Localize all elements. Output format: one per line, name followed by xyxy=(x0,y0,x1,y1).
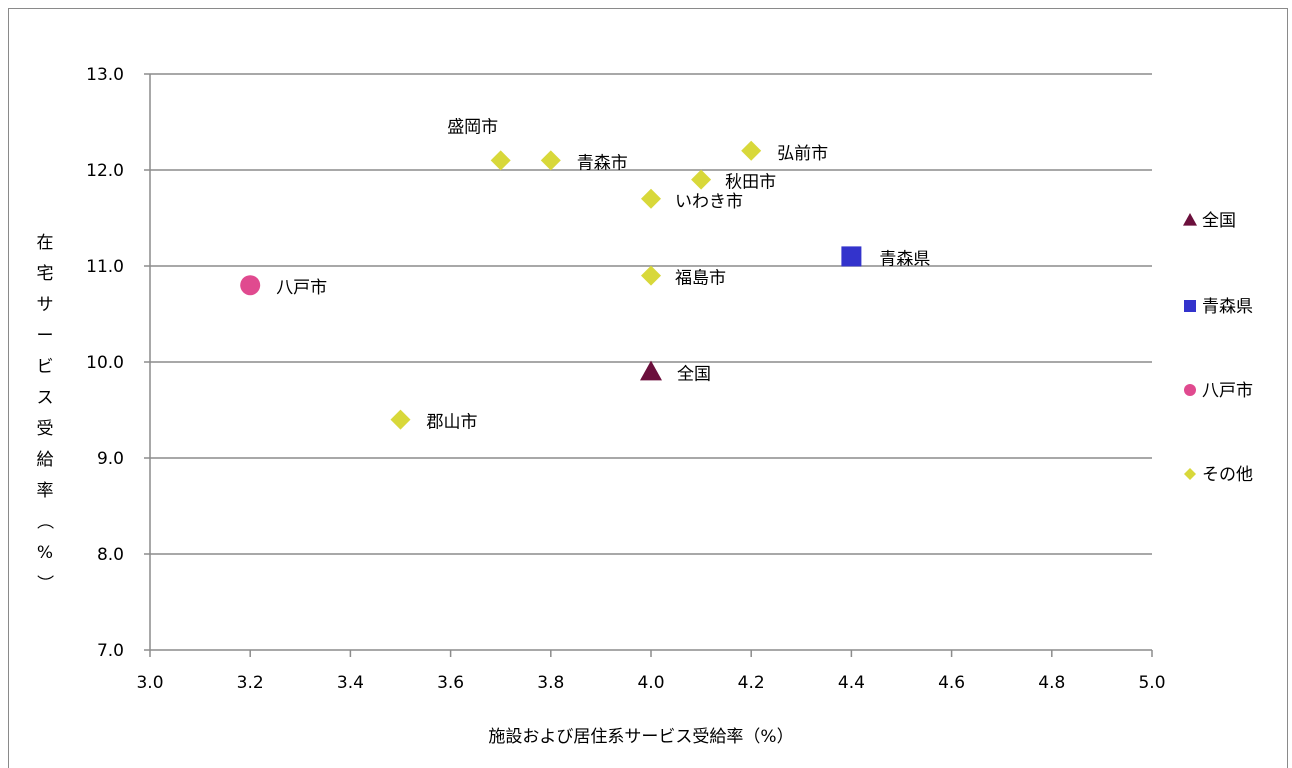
point-弘前市 xyxy=(741,140,762,161)
y-axis-title-char: ビ xyxy=(37,357,54,377)
y-axis-title-char: % xyxy=(37,543,53,563)
y-axis-title-char: 率 xyxy=(37,481,54,501)
x-tick-label: 5.0 xyxy=(1138,673,1165,693)
x-tick-label: 3.0 xyxy=(136,673,163,693)
data-label-青森市: 青森市 xyxy=(577,153,628,173)
data-label-郡山市: 郡山市 xyxy=(427,413,478,433)
x-tick-label: 3.8 xyxy=(537,673,564,693)
data-label-八戸市: 八戸市 xyxy=(276,278,327,298)
y-tick-label: 13.0 xyxy=(86,65,124,85)
y-tick-label: 9.0 xyxy=(97,449,124,469)
point-盛岡市 xyxy=(490,150,511,171)
y-tick-labels: 7.0 8.0 9.0 10.0 11.0 12.0 13.0 xyxy=(86,65,124,661)
x-tick-label: 3.4 xyxy=(337,673,364,693)
y-axis-title-char: 給 xyxy=(37,450,54,470)
data-label-秋田市: 秋田市 xyxy=(725,173,776,193)
x-tick-label: 4.0 xyxy=(637,673,664,693)
y-tick-label: 12.0 xyxy=(86,161,124,181)
legend-marker-その他 xyxy=(1184,468,1196,480)
x-tick-label: 3.2 xyxy=(237,673,264,693)
y-tick-label: 7.0 xyxy=(97,641,124,661)
y-axis-title-char: サ xyxy=(37,295,54,315)
axes xyxy=(144,73,1153,657)
legend-label-全国: 全国 xyxy=(1202,211,1236,231)
y-tick-label: 8.0 xyxy=(97,545,124,565)
data-label-福島市: 福島市 xyxy=(675,269,726,289)
y-axis-title-char: ー xyxy=(37,326,54,346)
y-axis-title-char: 在 xyxy=(37,233,54,253)
y-axis-title-char: ス xyxy=(37,388,54,408)
y-tick-label: 11.0 xyxy=(86,257,124,277)
legend-marker-八戸市 xyxy=(1184,384,1196,396)
data-label-盛岡市: 盛岡市 xyxy=(447,117,498,137)
y-axis-title-char: （ xyxy=(34,513,54,530)
data-label-弘前市: 弘前市 xyxy=(777,144,828,164)
legend-label-青森県: 青森県 xyxy=(1202,297,1253,317)
data-label-全国: 全国 xyxy=(677,365,711,385)
y-axis-title-char: 宅 xyxy=(37,264,54,284)
x-tick-label: 3.6 xyxy=(437,673,464,693)
x-tick-label: 4.6 xyxy=(938,673,965,693)
point-郡山市 xyxy=(390,409,411,430)
x-tick-label: 4.2 xyxy=(738,673,765,693)
point-いわき市 xyxy=(641,188,661,209)
legend-marker-全国 xyxy=(1183,213,1197,226)
data-label-いわき市: いわき市 xyxy=(675,192,743,212)
x-tick-labels: 3.0 3.2 3.4 3.6 3.8 4.0 4.2 4.4 4.6 4.8 5.0 xyxy=(136,673,1165,693)
y-axis-title-char: 受 xyxy=(37,419,54,439)
point-青森市 xyxy=(540,150,561,171)
chart-frame xyxy=(8,8,1288,768)
legend-marker-青森県 xyxy=(1184,300,1196,312)
x-axis-title: 施設および居住系サービス受給率（%） xyxy=(488,727,793,747)
grid-lines xyxy=(150,73,1152,555)
point-八戸市 xyxy=(240,275,261,296)
point-全国 xyxy=(640,360,662,381)
legend-label-その他: その他 xyxy=(1202,465,1253,485)
point-秋田市 xyxy=(691,169,712,190)
point-福島市 xyxy=(641,265,661,286)
legend-label-八戸市: 八戸市 xyxy=(1202,381,1253,401)
y-axis-title-char: ） xyxy=(34,575,54,592)
x-tick-label: 4.8 xyxy=(1038,673,1065,693)
y-tick-label: 10.0 xyxy=(86,353,124,373)
data-label-青森県: 青森県 xyxy=(879,249,930,269)
point-青森県 xyxy=(841,246,862,267)
data-points xyxy=(240,140,862,430)
x-tick-label: 4.4 xyxy=(838,673,865,693)
